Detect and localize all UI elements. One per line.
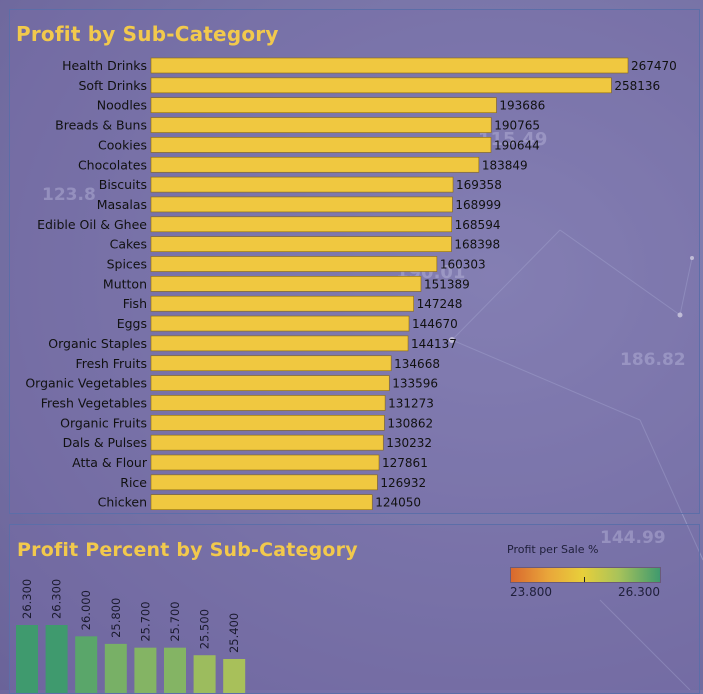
- category-label: Mutton: [103, 276, 147, 291]
- category-label: Organic Vegetables: [25, 376, 147, 391]
- profit-by-subcategory-panel: Profit by Sub-Category Health Drinks 2674…: [9, 9, 700, 514]
- category-label: Spices: [107, 257, 147, 272]
- data-label: 190765: [494, 119, 540, 133]
- bar[interactable]: [223, 659, 246, 693]
- data-label: 144137: [411, 337, 457, 351]
- bar[interactable]: [193, 655, 216, 693]
- bar[interactable]: [150, 77, 612, 94]
- category-label: Fresh Vegetables: [41, 395, 147, 410]
- data-label: 193686: [499, 99, 545, 113]
- profit-by-subcategory-chart: Health Drinks 267470 Soft Drinks 258136 Nood…: [25, 57, 677, 511]
- category-label: Breads & Buns: [55, 118, 147, 133]
- legend-max-label: 26.300: [618, 585, 660, 599]
- data-label: 130862: [387, 416, 433, 430]
- data-label: 26.000: [79, 590, 93, 630]
- category-label: Dals & Pulses: [63, 435, 147, 450]
- bar[interactable]: [150, 474, 378, 491]
- data-label: 131273: [388, 396, 434, 410]
- data-label: 147248: [417, 297, 463, 311]
- data-label: 168594: [455, 218, 501, 232]
- category-label: Masalas: [97, 197, 147, 212]
- bar[interactable]: [16, 625, 38, 693]
- category-label: Atta & Flour: [72, 455, 148, 470]
- data-label: 25.500: [198, 609, 212, 649]
- legend-color-gradient: [510, 567, 661, 583]
- category-label: Eggs: [117, 316, 147, 331]
- chart-title: Profit Percent by Sub-Category: [17, 539, 358, 561]
- data-label: 168999: [455, 198, 501, 212]
- category-label: Soft Drinks: [78, 78, 147, 93]
- legend-title: Profit per Sale %: [507, 543, 599, 556]
- category-label: Cakes: [110, 237, 147, 252]
- data-label: 144670: [412, 317, 458, 331]
- data-label: 160303: [440, 258, 486, 272]
- data-label: 168398: [454, 238, 500, 252]
- category-label: Cookies: [98, 137, 147, 152]
- category-label: Organic Staples: [48, 336, 147, 351]
- data-label: 127861: [382, 456, 428, 470]
- category-label: Organic Fruits: [60, 415, 147, 430]
- data-label: 25.400: [227, 613, 241, 653]
- bar[interactable]: [150, 315, 410, 332]
- bar[interactable]: [150, 494, 373, 511]
- data-label: 130232: [386, 436, 432, 450]
- data-label: 25.800: [109, 598, 123, 638]
- category-label: Fresh Fruits: [76, 356, 147, 371]
- bar[interactable]: [150, 256, 438, 272]
- legend-marker: [584, 577, 585, 582]
- data-label: 25.700: [168, 601, 182, 641]
- data-label: 26.300: [20, 579, 34, 619]
- data-label: 124050: [375, 496, 421, 510]
- bar[interactable]: [150, 276, 422, 292]
- bar[interactable]: [150, 117, 492, 133]
- bar[interactable]: [150, 434, 384, 451]
- bar[interactable]: [150, 236, 452, 252]
- bar[interactable]: [104, 643, 127, 693]
- bar[interactable]: [150, 335, 409, 352]
- category-label: Fish: [123, 296, 147, 311]
- data-label: 190644: [494, 138, 540, 152]
- bar[interactable]: [150, 295, 414, 312]
- bar[interactable]: [150, 454, 380, 471]
- data-label: 26.300: [50, 579, 64, 619]
- bar[interactable]: [150, 57, 629, 74]
- bar[interactable]: [150, 196, 453, 213]
- bar[interactable]: [150, 355, 392, 372]
- bar[interactable]: [150, 375, 390, 391]
- data-label: 169358: [456, 178, 502, 192]
- bar[interactable]: [150, 395, 386, 411]
- bar[interactable]: [150, 97, 497, 113]
- bar[interactable]: [150, 176, 454, 193]
- bar[interactable]: [150, 216, 452, 233]
- category-label: Chicken: [98, 495, 147, 510]
- category-label: Noodles: [97, 98, 147, 113]
- data-label: 258136: [614, 79, 660, 93]
- legend-min-label: 23.800: [510, 585, 552, 599]
- category-label: Edible Oil & Ghee: [37, 217, 147, 232]
- category-label: Health Drinks: [62, 58, 147, 73]
- bar[interactable]: [75, 636, 98, 693]
- category-label: Biscuits: [99, 177, 147, 192]
- data-label: 183849: [482, 158, 528, 172]
- data-label: 25.700: [138, 601, 152, 641]
- data-label: 151389: [424, 277, 470, 291]
- category-label: Chocolates: [78, 157, 147, 172]
- profit-percent-chart: 26.300 26.300 26.000 25.800 25.700 25.700 25.5…: [16, 579, 246, 693]
- data-label: 133596: [392, 377, 438, 391]
- bar[interactable]: [150, 137, 492, 153]
- chart-title: Profit by Sub-Category: [16, 22, 279, 46]
- bar[interactable]: [150, 156, 480, 173]
- bar[interactable]: [45, 625, 68, 693]
- bar[interactable]: [164, 647, 186, 693]
- category-label: Rice: [120, 475, 147, 490]
- profit-percent-panel: Profit Percent by Sub-Category Profit pe…: [9, 524, 700, 694]
- bar[interactable]: [134, 647, 157, 693]
- data-label: 126932: [380, 476, 426, 490]
- data-label: 134668: [394, 357, 440, 371]
- data-label: 267470: [631, 59, 677, 73]
- bar[interactable]: [150, 414, 385, 431]
